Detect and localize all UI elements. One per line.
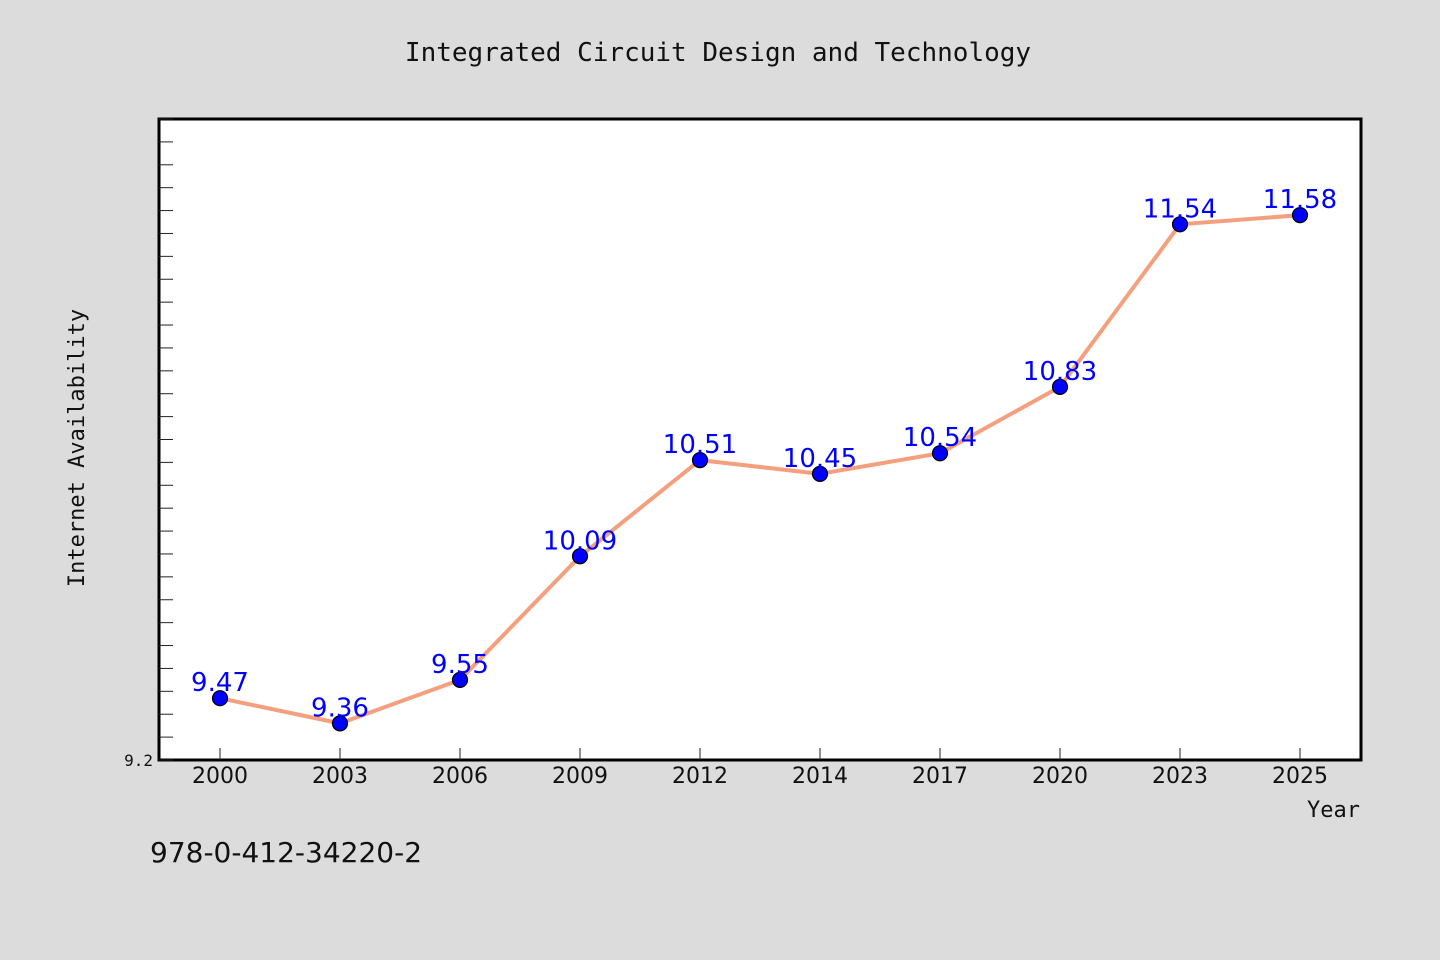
data-label: 10.54 [903,423,977,453]
data-point [1051,378,1069,395]
series-line [219,213,1301,726]
isbn-label: 978-0-412-34220-2 [150,836,422,869]
x-axis-tick-labels: 2000 2003 2006 2009 2012 2014 2017 2020 2023 2025 [192,764,1328,789]
data-label: 9.55 [431,650,489,680]
y-axis-ticks [159,118,173,761]
data-point [331,715,349,732]
data-label: 10.51 [663,430,737,460]
data-label: 9.36 [311,693,369,723]
data-point [451,671,469,688]
y-tick-label: 9.2 [124,751,153,770]
data-point [811,465,829,482]
x-tick-label: 2020 [1032,764,1088,789]
x-axis-label: Year [1307,798,1360,823]
data-label: 11.54 [1143,194,1217,224]
data-label: 11.58 [1263,185,1337,215]
x-tick-label: 2012 [672,764,728,789]
x-tick-label: 2000 [192,764,248,789]
data-point [571,548,589,565]
data-labels: 9.47 9.36 9.55 10.09 10.51 10.45 10.54 10.83 11.… [191,185,1337,723]
x-axis-ticks [219,748,1301,760]
data-label: 10.45 [783,444,857,474]
chart-title: Integrated Circuit Design and Technology [405,38,1031,68]
data-point [211,690,229,707]
x-tick-label: 2023 [1152,764,1208,789]
x-tick-label: 2006 [432,764,488,789]
x-tick-label: 2009 [552,764,608,789]
data-point [1291,207,1309,224]
data-point [931,445,949,462]
x-tick-label: 2017 [912,764,968,789]
x-tick-label: 2025 [1272,764,1328,789]
data-point [691,452,709,469]
data-point [1171,216,1189,233]
x-tick-label: 2003 [312,764,368,789]
data-points [211,207,1309,732]
x-tick-label: 2014 [792,764,848,789]
data-label: 10.09 [543,526,617,556]
y-axis-label: Internet Availability [65,309,90,587]
data-label: 10.83 [1023,357,1097,387]
data-label: 9.47 [191,668,249,698]
plot-area [157,117,1363,762]
